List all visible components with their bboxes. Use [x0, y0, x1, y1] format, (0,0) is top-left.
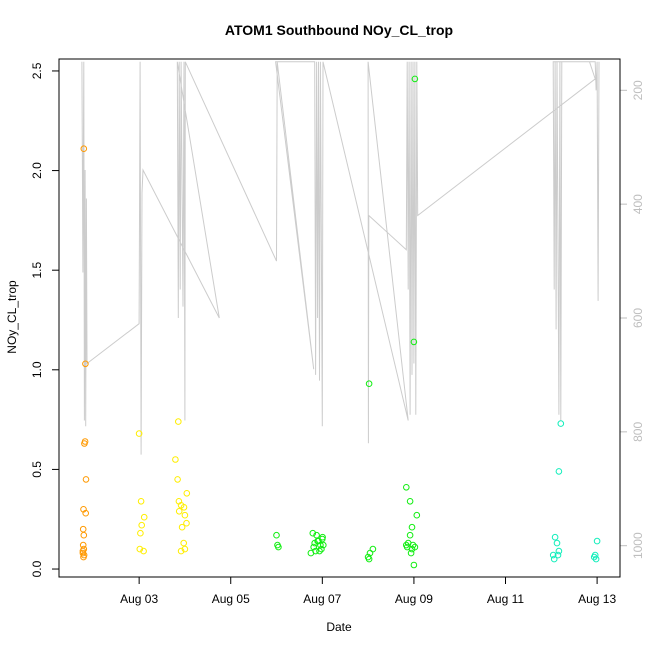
- x-tick-label: Aug 13: [578, 592, 616, 606]
- data-point: [275, 543, 282, 551]
- data-point: [79, 525, 87, 533]
- data-point: [174, 476, 181, 483]
- data-point: [320, 541, 327, 549]
- data-point: [318, 545, 325, 553]
- data-point: [555, 547, 563, 555]
- data-point: [80, 145, 88, 152]
- data-point: [175, 508, 183, 515]
- data-point: [593, 537, 601, 545]
- data-point: [273, 531, 280, 539]
- data-point: [411, 75, 419, 83]
- data-point: [319, 533, 326, 541]
- data-point: [365, 555, 373, 563]
- altitude-trace-line: [81, 61, 600, 455]
- data-point: [135, 430, 143, 437]
- data-point: [408, 523, 416, 531]
- data-point: [366, 549, 374, 557]
- data-point: [553, 539, 561, 547]
- data-point: [177, 547, 185, 555]
- data-point: [549, 551, 557, 559]
- data-point: [175, 418, 182, 425]
- data-point: [183, 519, 190, 527]
- plot-frame: [58, 58, 621, 578]
- data-point: [136, 545, 144, 553]
- y-tick-label: 2.0: [30, 162, 44, 179]
- data-point: [554, 551, 562, 559]
- y-tick-label: 1.5: [30, 262, 44, 279]
- data-point: [551, 533, 559, 541]
- chart-title: ATOM1 Southbound NOy_CL_trop: [225, 22, 453, 38]
- y-tick-label: 0.0: [30, 560, 44, 577]
- data-point: [316, 547, 323, 555]
- data-point: [409, 541, 417, 549]
- data-point: [550, 555, 558, 563]
- data-point: [181, 545, 189, 553]
- data-point: [407, 549, 415, 557]
- data-point: [312, 547, 319, 555]
- data-point: [403, 484, 410, 491]
- data-point: [309, 529, 317, 537]
- data-point: [181, 511, 189, 519]
- x-axis-label: Date: [326, 620, 352, 634]
- right-tick-label: 400: [631, 194, 645, 214]
- x-tick-label: Aug 09: [395, 592, 433, 606]
- data-point: [82, 509, 89, 517]
- y-axis-label: NOy_CL_trop: [5, 280, 19, 354]
- data-point: [406, 531, 414, 539]
- axes-layer: Aug 03 Aug 05 Aug 07 Aug 09 Aug 11 Aug 13 0.0 0…: [30, 62, 645, 606]
- data-point: [79, 547, 87, 555]
- altitude-trace-layer: [81, 61, 600, 455]
- y-tick-label: 0.5: [30, 461, 44, 478]
- x-tick-label: Aug 11: [487, 592, 524, 606]
- data-point: [82, 476, 90, 483]
- data-point: [590, 553, 598, 561]
- data-points-layer: [79, 75, 601, 569]
- y-tick-label: 2.5: [30, 62, 44, 79]
- x-tick-label: Aug 07: [303, 592, 341, 606]
- data-point: [310, 543, 318, 551]
- right-tick-label: 800: [631, 422, 645, 442]
- data-point: [138, 521, 145, 529]
- data-point: [403, 543, 411, 551]
- data-point: [140, 547, 147, 555]
- data-point: [413, 511, 421, 519]
- x-tick-label: Aug 05: [212, 592, 250, 606]
- data-point: [592, 555, 600, 563]
- data-point: [406, 498, 414, 505]
- data-point: [82, 360, 89, 368]
- data-point: [177, 502, 185, 509]
- data-point: [137, 498, 145, 505]
- data-point: [140, 513, 148, 521]
- data-point: [81, 438, 89, 445]
- data-point: [369, 545, 377, 553]
- data-point: [137, 529, 144, 537]
- data-point: [365, 380, 373, 388]
- x-tick-label: Aug 03: [120, 592, 158, 606]
- data-point: [183, 490, 191, 497]
- right-tick-label: 600: [631, 308, 645, 328]
- data-point: [180, 539, 187, 547]
- right-tick-label: 200: [631, 80, 645, 100]
- data-point: [555, 468, 563, 475]
- right-tick-label: 1000: [631, 532, 645, 559]
- data-point: [178, 523, 186, 531]
- data-point: [557, 420, 565, 427]
- data-point: [410, 338, 418, 346]
- data-point: [80, 531, 88, 539]
- data-point: [410, 561, 418, 569]
- data-point: [172, 456, 179, 463]
- data-point: [314, 537, 321, 545]
- y-tick-label: 1.0: [30, 361, 44, 378]
